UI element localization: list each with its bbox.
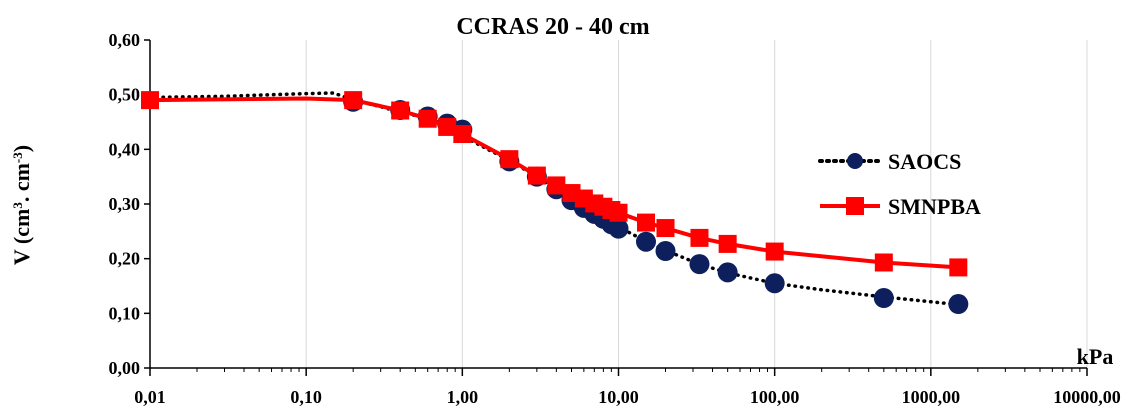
smnpba-point [344,91,363,110]
smnpba-point [874,253,893,272]
y-axis-label: V (cm3. cm-3) [9,145,34,265]
x-tick-label: 1000,00 [902,387,961,407]
legend: SAOCS SMNPBA [818,149,981,219]
y-axis-label-sup2: -3 [10,152,25,163]
smnpba-point [527,166,546,185]
x-tick-label: 100,00 [750,387,800,407]
saocs-point [635,231,656,252]
y-tick-label: 0,20 [109,249,141,269]
tick-labels: 0,01 0,10 1,00 10,00 100,00 1000,00 10000,00 0,… [109,30,1121,407]
y-tick-label: 0,00 [109,358,141,378]
y-axis-label-sup1: 3 [10,202,25,209]
y-axis-label-mid: . cm [9,163,34,202]
saocs-point [873,288,894,309]
x-tick-label: 10000,00 [1053,387,1121,407]
smnpba-point [438,117,457,136]
smnpba-point [391,101,410,120]
y-axis-label-end: ) [9,145,34,152]
saocs-point [764,273,785,294]
saocs-point [689,254,710,275]
series-smnpba [141,91,968,277]
y-tick-label: 0,40 [109,139,141,159]
smnpba-point [765,242,784,261]
smnpba-point [656,219,675,238]
smnpba-point [453,125,472,144]
x-axis-label: kPa [1077,344,1114,369]
saocs-point [608,218,629,239]
legend-smnpba-label: SMNPBA [888,194,981,219]
x-tick-label: 0,10 [290,387,322,407]
smnpba-point [609,203,628,222]
smnpba-point [636,213,655,232]
x-tick-label: 1,00 [447,387,479,407]
legend-item-saocs: SAOCS [818,149,961,174]
smnpba-point [141,91,159,110]
x-tick-label: 10,00 [598,387,639,407]
series-layer [141,91,969,315]
legend-saocs-label: SAOCS [888,149,961,174]
legend-smnpba-marker [846,197,864,215]
smnpba-point [547,176,566,195]
smnpba-point [690,228,709,247]
saocs-point [948,294,969,315]
y-tick-label: 0,60 [109,30,141,50]
y-tick-label: 0,50 [109,85,141,105]
smnpba-point [418,109,437,128]
chart-title: CCRAS 20 - 40 cm [456,14,649,40]
legend-saocs-marker [847,153,863,169]
saocs-point [717,262,738,283]
series-saocs [148,91,969,315]
y-axis-label-main: V (cm [9,209,34,265]
y-tick-label: 0,30 [109,194,141,214]
y-tick-label: 0,10 [109,303,141,323]
smnpba-point [949,258,968,277]
saocs-point [655,241,676,262]
x-tick-label: 0,01 [134,387,166,407]
legend-item-smnpba: SMNPBA [820,194,981,219]
smnpba-point [500,150,519,169]
smnpba-point [718,234,737,253]
